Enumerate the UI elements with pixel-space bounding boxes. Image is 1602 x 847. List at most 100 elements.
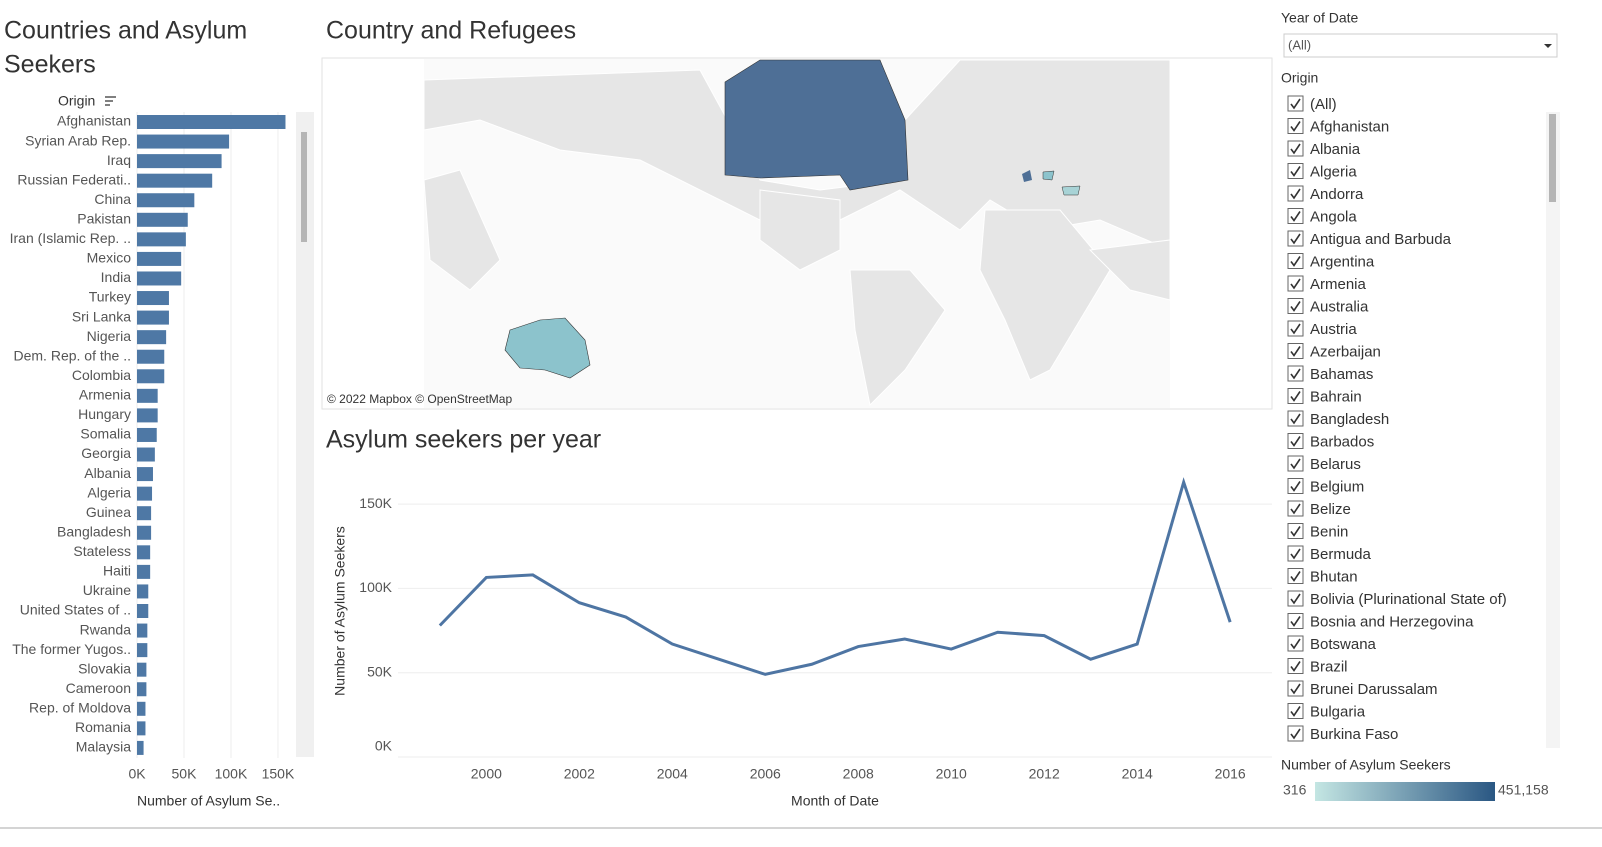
- filter-option[interactable]: Bahamas: [1310, 366, 1373, 383]
- bar[interactable]: [137, 467, 153, 482]
- checkbox[interactable]: [1287, 635, 1304, 652]
- bar[interactable]: [137, 349, 165, 364]
- bar[interactable]: [137, 506, 152, 521]
- checkbox[interactable]: [1287, 568, 1304, 584]
- filter-option[interactable]: Botswana: [1310, 636, 1377, 653]
- filter-scroll-thumb[interactable]: [1549, 114, 1556, 202]
- y-tick-label: Haiti: [103, 563, 131, 579]
- filter-option[interactable]: Australia: [1310, 298, 1369, 315]
- filter-option[interactable]: Bolivia (Plurinational State of): [1310, 591, 1507, 608]
- bar[interactable]: [137, 115, 286, 129]
- bar[interactable]: [137, 447, 155, 462]
- checkbox[interactable]: [1287, 163, 1304, 179]
- bar[interactable]: [137, 232, 186, 247]
- bar[interactable]: [137, 643, 148, 658]
- checkbox[interactable]: [1287, 208, 1304, 224]
- checkbox[interactable]: [1287, 455, 1304, 472]
- checkbox[interactable]: [1287, 275, 1304, 292]
- filter-option[interactable]: Armenia: [1310, 276, 1367, 293]
- x-tick-label: 150K: [262, 766, 295, 782]
- filter-option[interactable]: Albania: [1310, 141, 1361, 158]
- bar[interactable]: [137, 408, 158, 423]
- filter-option[interactable]: Belgium: [1310, 478, 1364, 495]
- bar[interactable]: [137, 701, 146, 716]
- bar[interactable]: [137, 388, 158, 403]
- filter-option[interactable]: Argentina: [1310, 253, 1375, 270]
- checkbox[interactable]: [1287, 343, 1304, 359]
- filter-option[interactable]: Benin: [1310, 523, 1348, 540]
- bar[interactable]: [137, 740, 144, 755]
- checkbox[interactable]: [1287, 545, 1304, 562]
- filter-option[interactable]: Afghanistan: [1310, 118, 1389, 135]
- filter-option[interactable]: Brunei Darussalam: [1310, 681, 1438, 698]
- bar[interactable]: [137, 682, 147, 697]
- bar[interactable]: [137, 251, 182, 266]
- sort-icon[interactable]: [105, 96, 116, 106]
- filter-option[interactable]: Barbados: [1310, 433, 1374, 450]
- filter-option[interactable]: Andorra: [1310, 186, 1364, 203]
- bar[interactable]: [137, 271, 182, 286]
- year-dropdown[interactable]: [1283, 33, 1558, 58]
- filter-option[interactable]: Bulgaria: [1310, 703, 1366, 720]
- bar[interactable]: [137, 525, 152, 540]
- checkbox[interactable]: [1287, 658, 1304, 674]
- bar[interactable]: [137, 310, 169, 325]
- bar[interactable]: [137, 369, 165, 384]
- checkbox[interactable]: [1287, 478, 1304, 494]
- scroll-thumb[interactable]: [301, 132, 307, 242]
- filter-option[interactable]: Angola: [1310, 208, 1357, 225]
- filter-option[interactable]: Brazil: [1310, 658, 1348, 675]
- checkbox[interactable]: [1287, 500, 1304, 517]
- bar[interactable]: [137, 134, 230, 149]
- filter-option[interactable]: Austria: [1310, 321, 1357, 338]
- filter-option[interactable]: Bahrain: [1310, 388, 1362, 405]
- bar[interactable]: [137, 173, 213, 188]
- filter-option[interactable]: Belize: [1310, 501, 1351, 518]
- bar[interactable]: [137, 604, 149, 618]
- bar[interactable]: [137, 584, 149, 599]
- checkbox[interactable]: [1287, 365, 1304, 382]
- filter-option[interactable]: Belarus: [1310, 456, 1361, 473]
- filter-option[interactable]: Bermuda: [1310, 546, 1372, 563]
- checkbox[interactable]: [1287, 388, 1304, 404]
- checkbox[interactable]: [1287, 523, 1304, 539]
- checkbox[interactable]: [1287, 230, 1304, 247]
- bar[interactable]: [137, 564, 151, 579]
- bar[interactable]: [137, 154, 222, 169]
- checkbox[interactable]: [1287, 140, 1304, 157]
- bar[interactable]: [137, 662, 147, 677]
- filter-option[interactable]: Burkina Faso: [1310, 726, 1398, 743]
- bar[interactable]: [137, 623, 148, 638]
- checkbox[interactable]: [1287, 590, 1304, 607]
- checkbox[interactable]: [1287, 613, 1304, 629]
- checkbox[interactable]: [1287, 320, 1304, 337]
- bar[interactable]: [137, 486, 153, 501]
- filter-option[interactable]: Algeria: [1310, 163, 1357, 180]
- bar[interactable]: [137, 330, 167, 345]
- checkbox[interactable]: [1287, 703, 1304, 719]
- checkbox[interactable]: [1287, 680, 1304, 697]
- checkbox[interactable]: [1287, 298, 1304, 314]
- bar[interactable]: [137, 545, 151, 560]
- filter-option[interactable]: (All): [1310, 96, 1337, 113]
- checkmark: [1290, 503, 1301, 515]
- filter-option[interactable]: Antigua and Barbuda: [1310, 231, 1452, 248]
- dropdown-arrow: [1544, 44, 1552, 48]
- checkbox[interactable]: [1287, 433, 1304, 449]
- checkbox[interactable]: [1287, 253, 1304, 269]
- checkbox[interactable]: [1287, 118, 1304, 134]
- bar[interactable]: [137, 291, 169, 306]
- checkbox[interactable]: [1287, 185, 1304, 202]
- bar[interactable]: [137, 212, 188, 227]
- bar[interactable]: [137, 427, 157, 442]
- bar[interactable]: [137, 193, 195, 208]
- filter-option[interactable]: Bangladesh: [1310, 411, 1389, 428]
- year-dropdown-value[interactable]: (All): [1288, 37, 1311, 52]
- checkbox[interactable]: [1287, 410, 1304, 427]
- filter-option[interactable]: Bhutan: [1310, 568, 1358, 585]
- filter-option[interactable]: Azerbaijan: [1310, 343, 1381, 360]
- checkbox[interactable]: [1287, 725, 1304, 742]
- checkbox[interactable]: [1287, 95, 1304, 112]
- bar[interactable]: [137, 721, 146, 736]
- filter-option[interactable]: Bosnia and Herzegovina: [1310, 613, 1474, 630]
